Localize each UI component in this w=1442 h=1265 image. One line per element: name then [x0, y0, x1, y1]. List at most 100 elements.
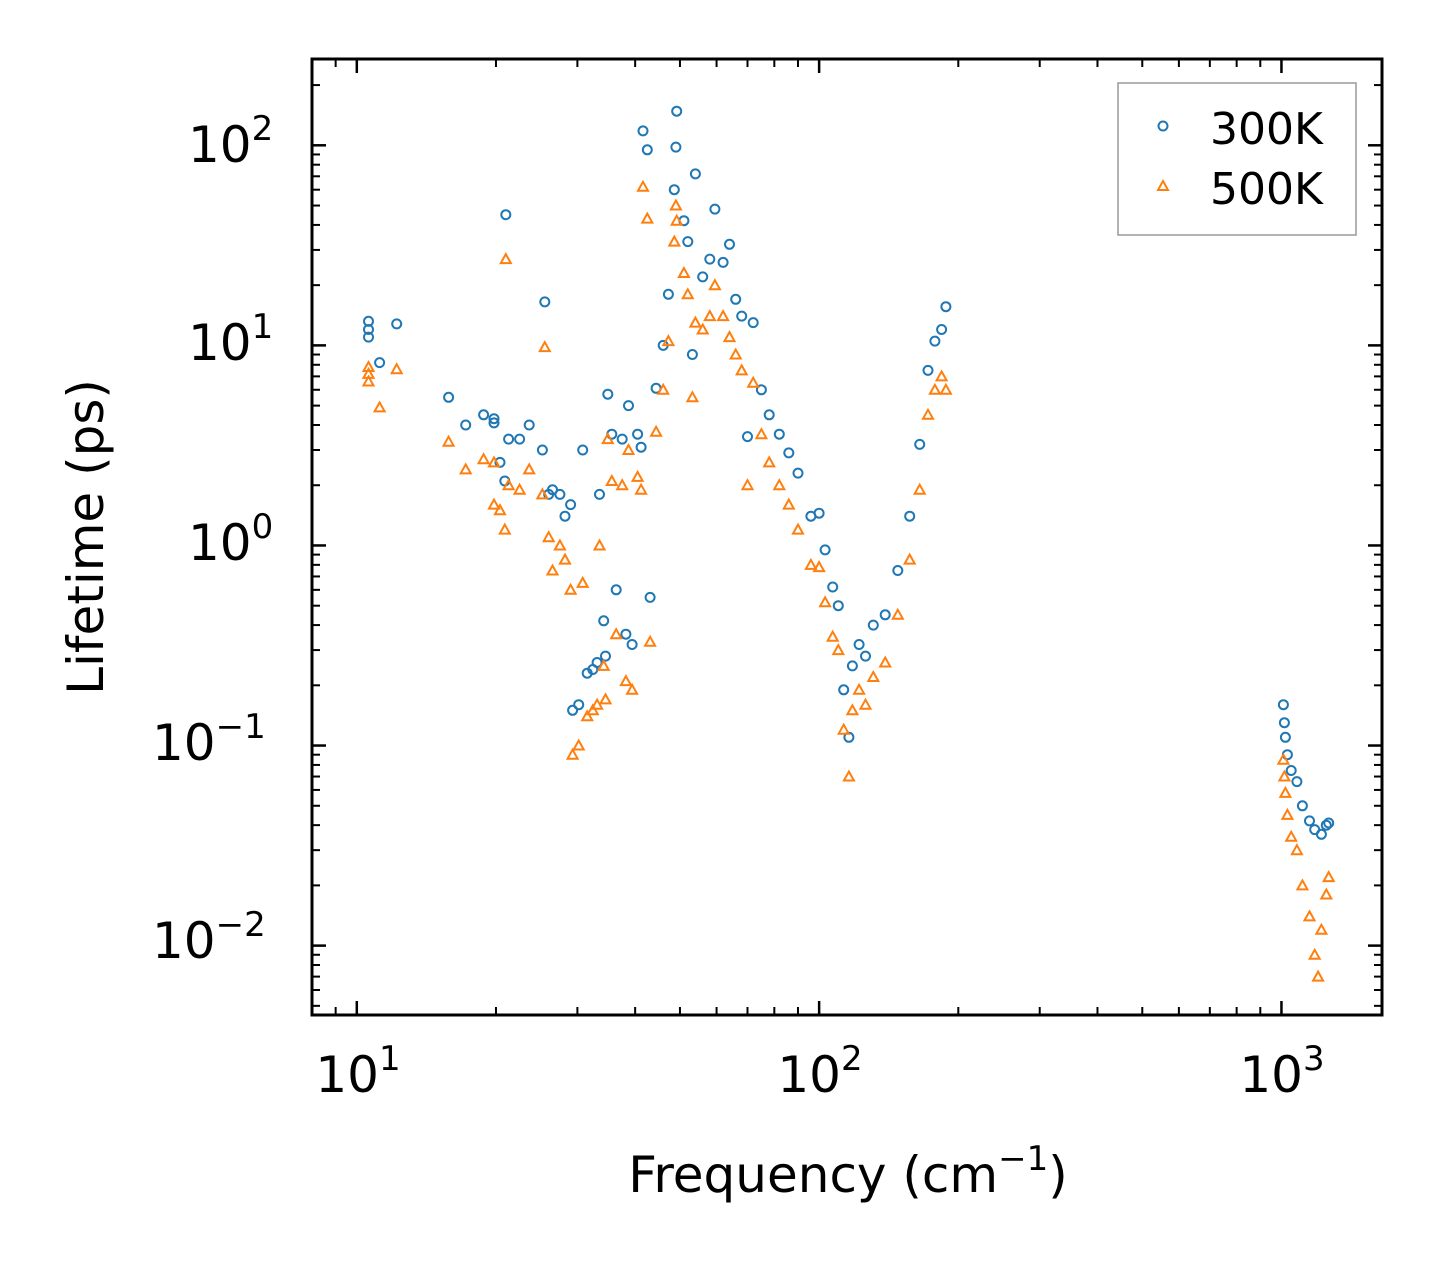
y-axis-label: Lifetime (ps): [57, 379, 115, 695]
point-500k: [688, 315, 703, 328]
point-500k: [677, 265, 691, 278]
point-500k: [592, 538, 607, 551]
point-300k: [374, 357, 386, 369]
point-300k: [644, 591, 656, 603]
y-tick-label: 102: [188, 109, 273, 174]
point-500k: [878, 655, 892, 668]
legend-label-300k: 300K: [1210, 104, 1324, 155]
x-axis-label-sup: −1: [998, 1139, 1048, 1179]
point-300k: [846, 660, 858, 672]
point-500k: [1280, 807, 1295, 820]
point-500k: [812, 560, 826, 573]
point-500k: [831, 643, 845, 656]
point-500k: [852, 682, 866, 695]
point-300k: [637, 125, 649, 137]
point-300k: [1296, 800, 1308, 812]
point-500k: [558, 552, 572, 565]
point-300k: [763, 409, 775, 421]
point-300k: [610, 584, 622, 596]
point-300k: [922, 364, 934, 376]
point-500k: [542, 530, 556, 543]
point-300k: [523, 419, 535, 431]
point-300k: [671, 105, 683, 117]
point-300k: [724, 238, 735, 250]
x-tick-label: 101: [315, 1039, 400, 1104]
point-300k: [620, 628, 632, 640]
point-500k: [1314, 922, 1329, 935]
point-500k: [762, 455, 776, 468]
point-500k: [858, 697, 873, 710]
x-axis-label-main: Frequency (cm: [628, 1146, 998, 1204]
point-300k: [755, 384, 767, 396]
x-tick-label: 102: [777, 1039, 862, 1104]
point-300k: [670, 141, 682, 153]
point-500k: [361, 374, 376, 387]
point-500k: [1295, 878, 1310, 891]
point-300k: [773, 428, 785, 440]
point-300k: [635, 441, 647, 453]
point-500k: [609, 627, 623, 640]
point-300k: [594, 488, 605, 500]
point-300k: [536, 444, 548, 456]
point-500k: [754, 427, 769, 440]
point-500k: [729, 347, 743, 360]
point-300k: [730, 293, 742, 305]
point-300k: [559, 510, 571, 522]
x-axis-label: Frequency (cm−1): [628, 1139, 1068, 1204]
y-tick-label: 10−1: [152, 707, 266, 772]
point-500k: [696, 322, 710, 335]
point-300k: [514, 433, 526, 445]
point-300k: [1277, 699, 1289, 711]
point-500k: [372, 400, 387, 413]
point-300k: [742, 431, 753, 443]
y-tick-label: 100: [188, 507, 273, 572]
point-300k: [853, 639, 865, 650]
point-300k: [704, 253, 716, 265]
point-500k: [670, 213, 684, 226]
point-300k: [488, 417, 500, 429]
point-300k: [554, 488, 566, 500]
plot-frame: [310, 57, 1384, 1017]
point-500k: [649, 424, 663, 437]
point-500k: [708, 278, 722, 291]
point-300k: [539, 296, 551, 308]
point-500k: [501, 478, 516, 491]
point-300k: [600, 650, 611, 662]
point-300k: [783, 447, 795, 459]
point-500k: [576, 575, 590, 588]
point-500k: [630, 469, 645, 482]
legend: 300K 500K: [1117, 82, 1357, 236]
point-300k: [598, 615, 610, 627]
points-layer: [361, 105, 1336, 982]
point-500k: [782, 497, 796, 510]
point-500k: [891, 607, 905, 620]
point-300k: [443, 391, 455, 403]
point-500k: [598, 692, 613, 705]
point-300k: [626, 639, 638, 650]
point-500k: [669, 198, 683, 211]
point-500k: [681, 287, 695, 300]
point-500k: [522, 462, 536, 475]
point-500k: [903, 552, 917, 565]
point-500k: [553, 538, 567, 551]
point-500k: [499, 252, 513, 265]
point-500k: [487, 497, 501, 510]
point-500k: [601, 432, 615, 445]
point-300k: [478, 409, 490, 421]
point-500k: [1308, 947, 1322, 960]
point-500k: [493, 503, 507, 516]
point-500k: [459, 462, 473, 475]
point-500k: [538, 340, 552, 353]
point-500k: [640, 211, 654, 224]
legend-frame: [1117, 82, 1357, 236]
point-500k: [845, 703, 860, 716]
point-300k: [641, 144, 653, 156]
point-300k: [591, 657, 603, 668]
point-300k: [488, 413, 500, 425]
point-500k: [572, 738, 586, 751]
point-300k: [936, 324, 948, 335]
point-300k: [1315, 828, 1327, 840]
point-500k: [667, 234, 681, 247]
point-300k: [929, 335, 941, 347]
